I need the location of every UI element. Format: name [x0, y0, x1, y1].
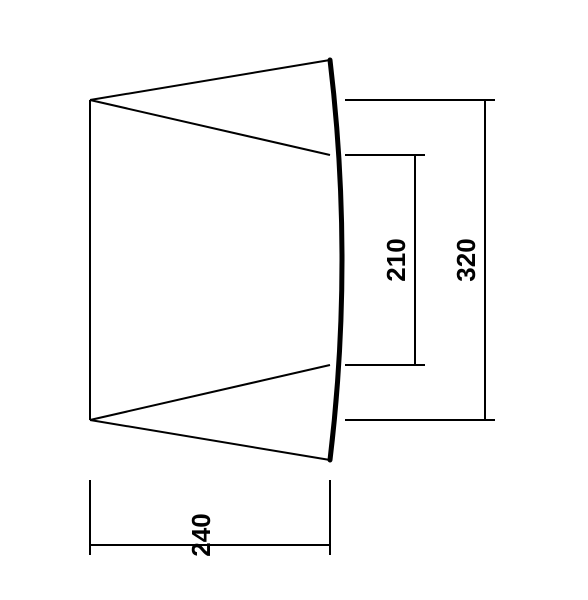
dimension-height-inner: 210: [345, 155, 425, 365]
shape-bottom-edge: [90, 420, 330, 460]
dimension-width: 240: [90, 480, 330, 557]
dimension-height-outer: 320: [345, 100, 495, 420]
dimension-height-outer-label: 320: [451, 238, 481, 281]
shape-right-arc: [330, 60, 342, 460]
tent-shape: [90, 60, 342, 460]
shape-top-edge: [90, 60, 330, 100]
dimension-height-inner-label: 210: [381, 238, 411, 281]
shape-inner-diagonal-bottom: [90, 365, 330, 420]
shape-inner-diagonal-top: [90, 100, 330, 155]
dimension-width-label: 240: [186, 513, 216, 556]
